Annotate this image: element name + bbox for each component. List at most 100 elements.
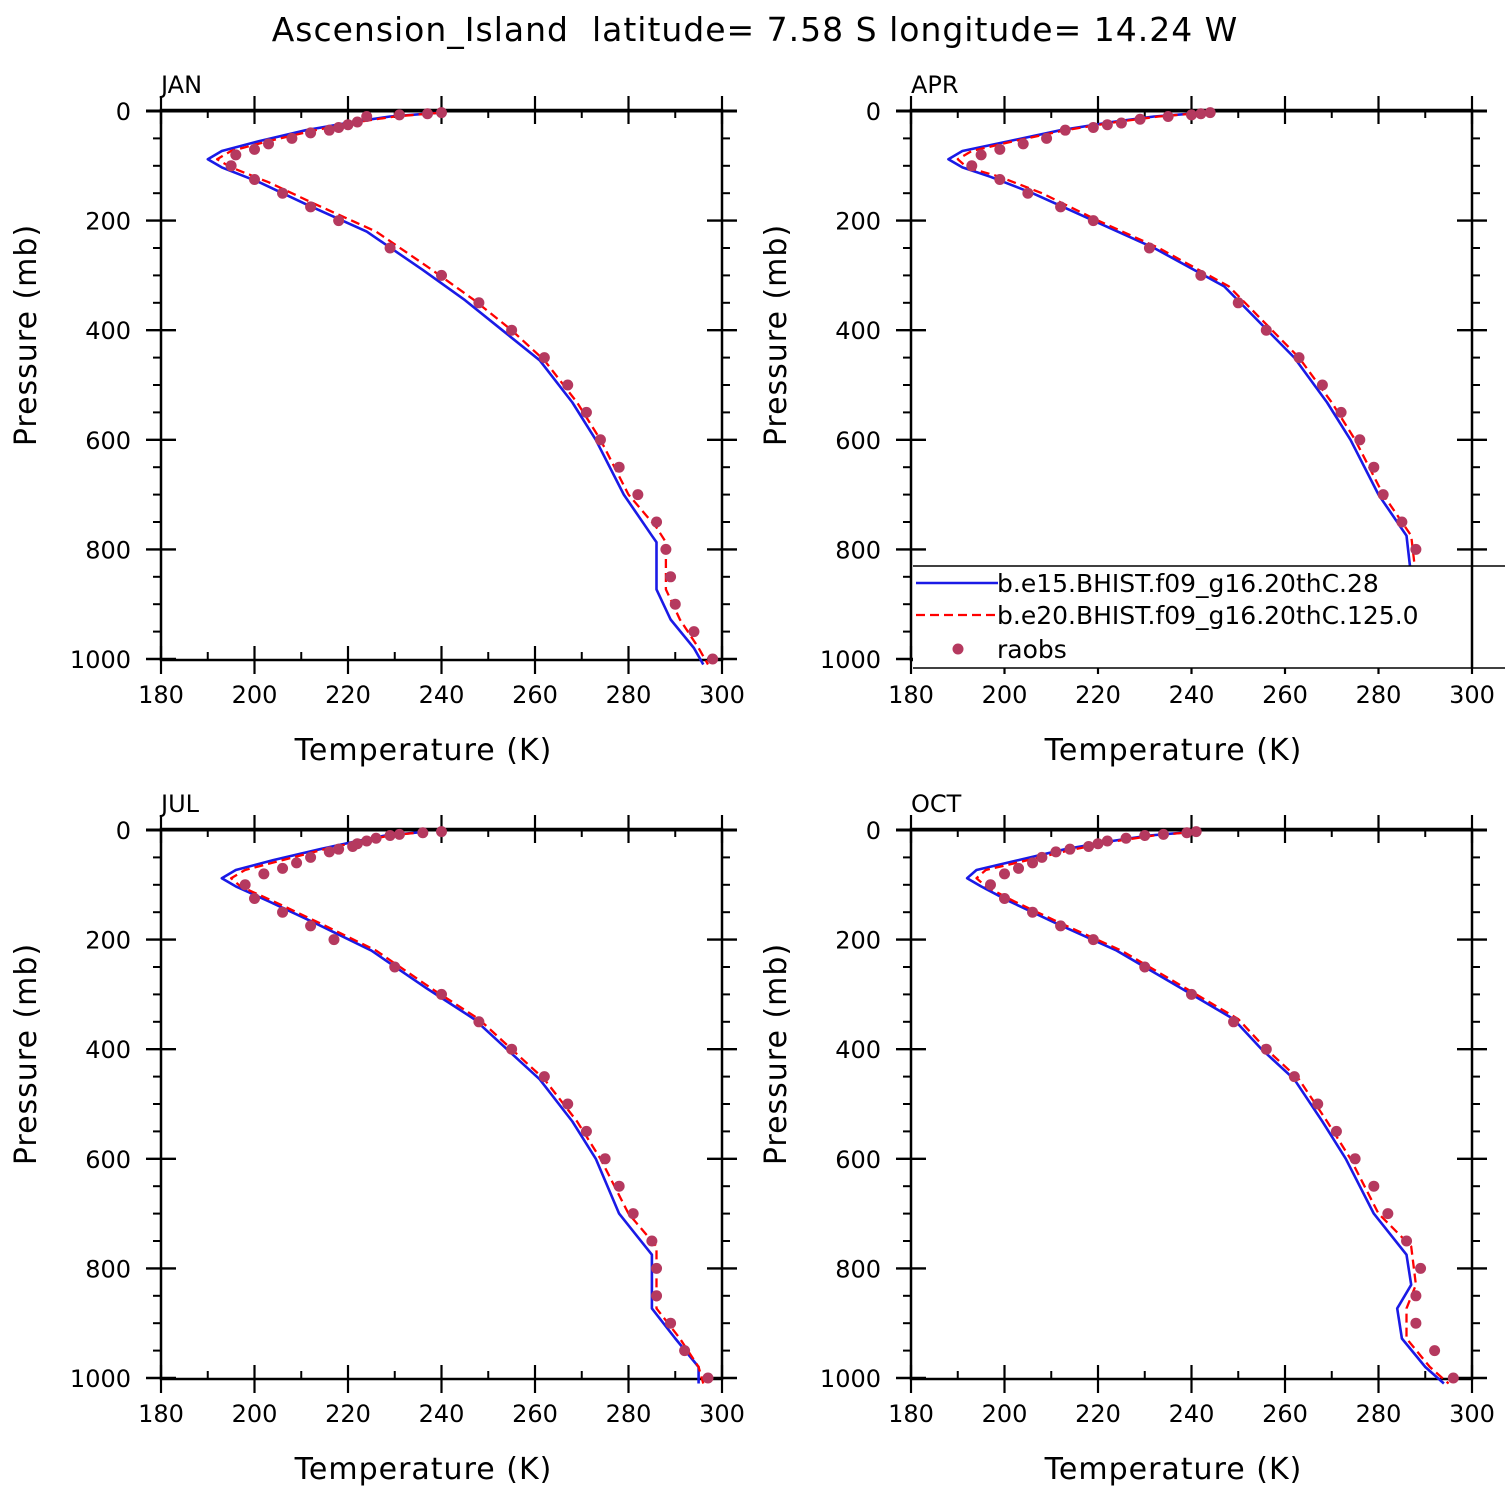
raobs-point <box>1377 489 1389 501</box>
raobs-point <box>384 829 396 841</box>
raobs-point <box>1064 843 1076 855</box>
raobs-point <box>239 879 251 891</box>
raobs-point <box>613 461 625 473</box>
raobs-point <box>291 857 303 869</box>
raobs-point <box>436 269 447 281</box>
x-tick-label: 240 <box>419 681 465 709</box>
raobs-point <box>249 174 260 185</box>
plot-frame <box>159 108 724 662</box>
raobs-point <box>1027 906 1039 918</box>
raobs-point <box>1022 187 1034 199</box>
raobs-point <box>473 1016 485 1028</box>
raobs-point <box>351 116 363 128</box>
raobs-point <box>333 121 345 133</box>
raobs-point <box>594 434 606 446</box>
legend-marker-raobs <box>952 643 964 655</box>
raobs-point <box>1092 838 1104 850</box>
y-tick-label: 1000 <box>820 646 881 674</box>
raobs-point <box>506 324 518 336</box>
raobs-point <box>1017 138 1029 150</box>
y-tick-label: 200 <box>835 927 881 955</box>
raobs-point <box>263 138 275 150</box>
raobs-point <box>1228 1016 1240 1028</box>
raobs-point <box>421 108 433 120</box>
raobs-point <box>277 906 289 918</box>
raobs-point <box>333 215 345 227</box>
raobs-point <box>333 843 345 855</box>
legend-label: b.e15.BHIST.f09_g16.20thC.28 <box>997 569 1379 598</box>
plot-frame <box>909 827 1474 1381</box>
raobs-point <box>660 543 672 555</box>
raobs-point <box>651 1262 663 1274</box>
raobs-point <box>323 124 335 136</box>
raobs-point <box>1120 832 1132 844</box>
raobs-point <box>1195 108 1207 120</box>
panel-label: JUL <box>159 790 200 818</box>
legend: b.e15.BHIST.f09_g16.20thC.28 b.e20.BHIST.… <box>913 565 1509 669</box>
raobs-point <box>361 110 373 122</box>
y-tick-label: 600 <box>835 427 881 455</box>
raobs-point <box>538 1071 550 1083</box>
raobs-point <box>230 149 242 161</box>
raobs-point <box>1143 242 1155 254</box>
y-tick-label: 200 <box>835 208 881 236</box>
raobs-point <box>305 851 317 863</box>
raobs-point <box>1410 543 1422 555</box>
raobs-point <box>436 107 447 119</box>
raobs-point <box>702 1372 714 1384</box>
raobs-point <box>1087 215 1099 227</box>
legend-background <box>913 566 1509 668</box>
x-tick-label: 280 <box>606 1400 652 1428</box>
raobs-point <box>580 406 592 418</box>
y-tick-label: 400 <box>85 317 131 345</box>
raobs-point <box>305 201 317 213</box>
raobs-point <box>1190 826 1202 838</box>
x-axis-title: Temperature (K) <box>294 1452 553 1487</box>
x-tick-label: 180 <box>888 1400 934 1428</box>
raobs-point <box>305 127 317 139</box>
raobs-point <box>1354 434 1366 446</box>
raobs-point <box>999 893 1010 904</box>
x-axis-title: Temperature (K) <box>294 733 553 768</box>
series-line-e20 <box>215 111 709 666</box>
y-tick-label: 800 <box>85 1255 131 1283</box>
raobs-point <box>389 961 401 973</box>
panel-label: JAN <box>159 71 202 99</box>
plot-frame <box>159 827 724 1381</box>
raobs-point <box>669 598 681 610</box>
series-line-e20 <box>975 830 1450 1385</box>
x-tick-label: 300 <box>1449 681 1495 709</box>
raobs-point <box>1186 988 1197 1000</box>
x-tick-label: 220 <box>325 1400 371 1428</box>
series-line-e15 <box>965 830 1445 1385</box>
y-tick-label: 400 <box>835 317 881 345</box>
raobs-point <box>1055 920 1067 932</box>
raobs-point <box>258 868 270 880</box>
raobs-point <box>370 832 382 844</box>
raobs-point <box>1316 379 1328 391</box>
y-tick-label: 1000 <box>820 1365 881 1393</box>
raobs-point <box>651 1290 663 1302</box>
raobs-point <box>665 1317 677 1329</box>
raobs-point <box>1181 827 1193 839</box>
raobs-point <box>651 516 663 528</box>
y-tick-label: 600 <box>85 1146 131 1174</box>
x-tick-label: 180 <box>138 681 184 709</box>
raobs-point <box>1415 1262 1427 1274</box>
raobs-point <box>1087 934 1099 946</box>
raobs-point <box>1134 113 1146 125</box>
y-tick-label: 800 <box>835 536 881 564</box>
raobs-point <box>562 1098 574 1110</box>
raobs-point <box>994 143 1006 155</box>
raobs-point <box>1288 1071 1300 1083</box>
raobs-point <box>1139 961 1151 973</box>
raobs-point <box>1260 1043 1272 1055</box>
raobs-point <box>305 920 317 932</box>
raobs-point <box>707 653 719 665</box>
panel-label: APR <box>911 71 959 99</box>
series-line-e20 <box>229 830 705 1384</box>
raobs-point <box>613 1180 625 1192</box>
raobs-point <box>1055 201 1067 213</box>
raobs-point <box>984 879 996 891</box>
raobs-point <box>1101 835 1113 847</box>
